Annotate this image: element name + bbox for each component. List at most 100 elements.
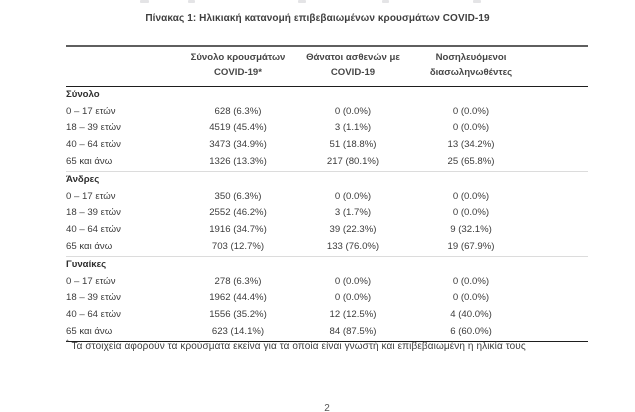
deaths-cell: 12 (12.5%) (329, 309, 377, 321)
age-label: 65 και άνω (66, 323, 180, 342)
footnote: * Τα στοιχεία αφορούν τα κρούσματα εκείν… (66, 339, 588, 352)
section-label-men: Άνδρες (66, 170, 588, 189)
section-header-row: Γυναίκες (66, 255, 588, 274)
table-row: 18 – 39 ετών 1962 (44.4%) 0 (0.0%) 0 (0.… (66, 290, 588, 307)
table-caption: Πίνακας 1: Ηλικιακή κατανομή επιβεβαιωμέ… (145, 13, 490, 24)
intubated-cell: 0 (0.0%) (452, 122, 490, 134)
footnote-marker: * (66, 339, 69, 347)
covid-age-distribution-table: Σύνολο κρουσμάτων COVID-19* Θάνατοι ασθε… (66, 44, 588, 342)
age-label: 0 – 17 ετών (66, 105, 116, 117)
deaths-cell: 217 (80.1%) (326, 156, 380, 168)
spacer-cell (532, 189, 588, 206)
deaths-cell: 0 (0.0%) (334, 190, 372, 202)
column-header-deaths-line1: Θάνατοι ασθενών με (306, 52, 400, 63)
cases-cell: 628 (6.3%) (214, 105, 262, 117)
intubated-cell: 19 (67.9%) (447, 241, 495, 253)
intubated-cell: 0 (0.0%) (452, 190, 490, 202)
cropped-text-artifact (140, 0, 149, 3)
table-row: 40 – 64 ετών 1916 (34.7%) 39 (22.3%) 9 (… (66, 222, 588, 239)
spacer-cell (532, 137, 588, 154)
deaths-cell: 0 (0.0%) (334, 275, 372, 287)
table-row: 0 – 17 ετών 628 (6.3%) 0 (0.0%) 0 (0.0%) (66, 104, 588, 121)
table-row: 0 – 17 ετών 278 (6.3%) 0 (0.0%) 0 (0.0%) (66, 273, 588, 290)
intubated-cell: 9 (32.1%) (450, 224, 492, 236)
age-label: 40 – 64 ετών (66, 224, 121, 236)
deaths-cell: 3 (1.1%) (334, 122, 372, 134)
age-label: 0 – 17 ετών (66, 275, 116, 287)
spacer-cell (532, 273, 588, 290)
intubated-cell: 4 (40.0%) (450, 309, 492, 321)
column-header-intubated-line1: Νοσηλευόμενοι (435, 52, 507, 63)
cases-cell: 278 (6.3%) (214, 275, 262, 287)
column-header-cases-line2: COVID-19* (214, 66, 262, 78)
spacer-cell (532, 154, 588, 171)
table-row: 40 – 64 ετών 3473 (34.9%) 51 (18.8%) 13 … (66, 137, 588, 154)
deaths-cell: 0 (0.0%) (334, 105, 372, 117)
spacer-cell (532, 222, 588, 239)
intubated-cell: 13 (34.2%) (447, 139, 495, 151)
section-label-women: Γυναίκες (66, 255, 588, 274)
cases-cell: 4519 (45.4%) (209, 122, 267, 134)
section-label-total: Σύνολο (66, 88, 100, 100)
cases-cell: 1556 (35.2%) (209, 309, 267, 321)
deaths-cell: 51 (18.8%) (329, 139, 377, 151)
cases-cell: 623 (14.1%) (180, 323, 296, 342)
intubated-cell: 0 (0.0%) (452, 292, 490, 304)
table-row: 65 και άνω 1326 (13.3%) 217 (80.1%) 25 (… (66, 154, 588, 171)
cropped-text-artifact (298, 0, 306, 3)
intubated-cell: 0 (0.0%) (452, 207, 490, 219)
cropped-text-artifact (188, 0, 195, 3)
deaths-cell: 0 (0.0%) (334, 292, 372, 304)
column-header-cases: Σύνολο κρουσμάτων COVID-19* (180, 44, 296, 87)
spacer-cell (532, 290, 588, 307)
spacer-cell (532, 239, 588, 256)
column-header-deaths-line2: COVID-19 (330, 66, 376, 78)
section-header-row: Σύνολο (66, 86, 588, 103)
footnote-text: Τα στοιχεία αφορούν τα κρούσματα εκείνα … (71, 341, 526, 352)
age-label: 0 – 17 ετών (66, 190, 116, 202)
intubated-cell: 0 (0.0%) (452, 105, 490, 117)
age-label: 18 – 39 ετών (66, 207, 121, 219)
page-number: 2 (324, 403, 330, 412)
age-label: 40 – 64 ετών (66, 309, 121, 321)
section-header-row: Άνδρες (66, 170, 588, 189)
intubated-cell: 6 (60.0%) (410, 323, 532, 342)
deaths-cell: 133 (76.0%) (326, 241, 380, 253)
table-row: 0 – 17 ετών 350 (6.3%) 0 (0.0%) 0 (0.0%) (66, 189, 588, 206)
cropped-text-artifact (473, 0, 481, 3)
spacer-cell (532, 205, 588, 222)
table-row: 65 και άνω 703 (12.7%) 133 (76.0%) 19 (6… (66, 239, 588, 256)
table-row: 18 – 39 ετών 4519 (45.4%) 3 (1.1%) 0 (0.… (66, 120, 588, 137)
cases-cell: 350 (6.3%) (214, 190, 262, 202)
age-label: 65 και άνω (66, 156, 113, 168)
deaths-cell: 84 (87.5%) (296, 323, 410, 342)
age-label: 65 και άνω (66, 241, 113, 253)
cropped-text-artifact (382, 0, 389, 3)
table-row: 40 – 64 ετών 1556 (35.2%) 12 (12.5%) 4 (… (66, 307, 588, 324)
spacer-column-header (532, 44, 588, 87)
cases-cell: 1326 (13.3%) (209, 156, 267, 168)
age-label: 18 – 39 ετών (66, 122, 121, 134)
column-header-intubated-line2: διασωληνωθέντες (429, 66, 513, 78)
column-header-deaths: Θάνατοι ασθενών με COVID-19 (296, 44, 410, 87)
spacer-cell (532, 307, 588, 324)
table-row: 65 και άνω 623 (14.1%) 84 (87.5%) 6 (60.… (66, 323, 588, 342)
table-row: 18 – 39 ετών 2552 (46.2%) 3 (1.7%) 0 (0.… (66, 205, 588, 222)
spacer-cell (532, 323, 588, 342)
column-header-intubated: Νοσηλευόμενοι διασωληνωθέντες (410, 44, 532, 87)
spacer-cell (532, 120, 588, 137)
age-label: 18 – 39 ετών (66, 292, 121, 304)
deaths-cell: 39 (22.3%) (329, 224, 377, 236)
age-label: 40 – 64 ετών (66, 139, 121, 151)
intubated-cell: 25 (65.8%) (447, 156, 495, 168)
cases-cell: 703 (12.7%) (211, 241, 265, 253)
row-label-column-header (66, 44, 180, 87)
column-header-cases-line1: Σύνολο κρουσμάτων (190, 52, 286, 63)
spacer-cell (532, 104, 588, 121)
cases-cell: 2552 (46.2%) (209, 207, 267, 219)
intubated-cell: 0 (0.0%) (452, 275, 490, 287)
cases-cell: 3473 (34.9%) (209, 139, 267, 151)
header-row: Σύνολο κρουσμάτων COVID-19* Θάνατοι ασθε… (66, 44, 588, 87)
deaths-cell: 3 (1.7%) (334, 207, 372, 219)
